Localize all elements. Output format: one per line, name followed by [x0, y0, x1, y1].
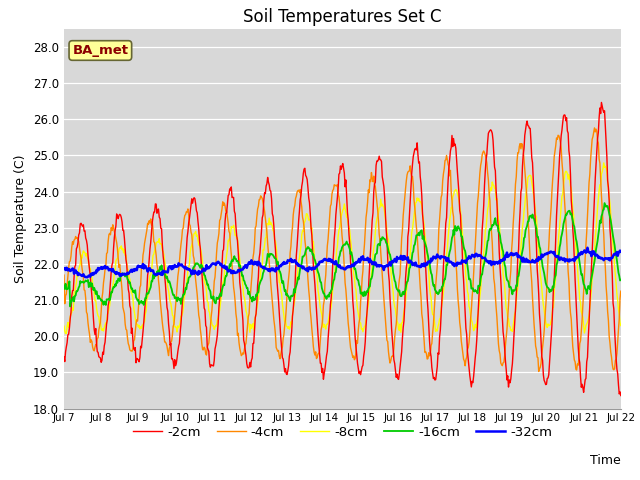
-16cm [601, 200, 609, 206]
-32cm [584, 245, 591, 251]
-16cm [411, 242, 419, 248]
Legend: -2cm, -4cm, -8cm, -16cm, -32cm: -2cm, -4cm, -8cm, -16cm, -32cm [127, 420, 557, 444]
-4cm [426, 352, 434, 358]
-2cm [184, 229, 192, 235]
-4cm [617, 288, 625, 294]
-32cm [411, 263, 419, 268]
-8cm [60, 323, 68, 329]
Line: -16cm: -16cm [64, 203, 621, 307]
-4cm [60, 272, 68, 278]
-4cm [214, 240, 221, 246]
-32cm [60, 266, 68, 272]
-16cm [71, 293, 79, 299]
-2cm [410, 150, 418, 156]
-8cm [411, 206, 419, 212]
Line: -4cm: -4cm [64, 128, 621, 372]
-8cm [617, 323, 625, 328]
-8cm [128, 291, 136, 297]
-4cm [535, 369, 543, 374]
-32cm [83, 275, 91, 280]
-4cm [410, 197, 418, 203]
-2cm [598, 99, 605, 105]
Y-axis label: Soil Temperature (C): Soil Temperature (C) [15, 155, 28, 283]
-4cm [184, 206, 192, 212]
-8cm [600, 160, 607, 166]
-8cm [428, 295, 435, 300]
-16cm [428, 270, 435, 276]
-2cm [60, 354, 68, 360]
-4cm [127, 348, 135, 354]
-16cm [214, 296, 222, 302]
Line: -8cm: -8cm [64, 163, 621, 334]
-8cm [63, 331, 70, 336]
-8cm [71, 289, 79, 295]
-32cm [70, 271, 78, 276]
Line: -32cm: -32cm [64, 248, 621, 277]
-4cm [591, 125, 598, 131]
-32cm [214, 259, 222, 264]
-16cm [617, 277, 625, 283]
-16cm [128, 286, 136, 291]
-2cm [426, 349, 434, 355]
-16cm [67, 304, 74, 310]
-2cm [127, 330, 135, 336]
-16cm [60, 283, 68, 289]
-32cm [428, 256, 435, 262]
-32cm [128, 269, 136, 275]
-2cm [214, 332, 221, 338]
Title: Soil Temperatures Set C: Soil Temperatures Set C [243, 8, 442, 26]
Text: Time: Time [590, 454, 621, 467]
-32cm [617, 249, 625, 254]
-8cm [185, 265, 193, 271]
Line: -2cm: -2cm [64, 102, 621, 396]
-32cm [185, 266, 193, 272]
-2cm [70, 274, 78, 280]
Text: BA_met: BA_met [72, 44, 129, 57]
-4cm [70, 237, 78, 243]
-16cm [185, 275, 193, 281]
-8cm [214, 315, 222, 321]
-2cm [617, 393, 625, 398]
